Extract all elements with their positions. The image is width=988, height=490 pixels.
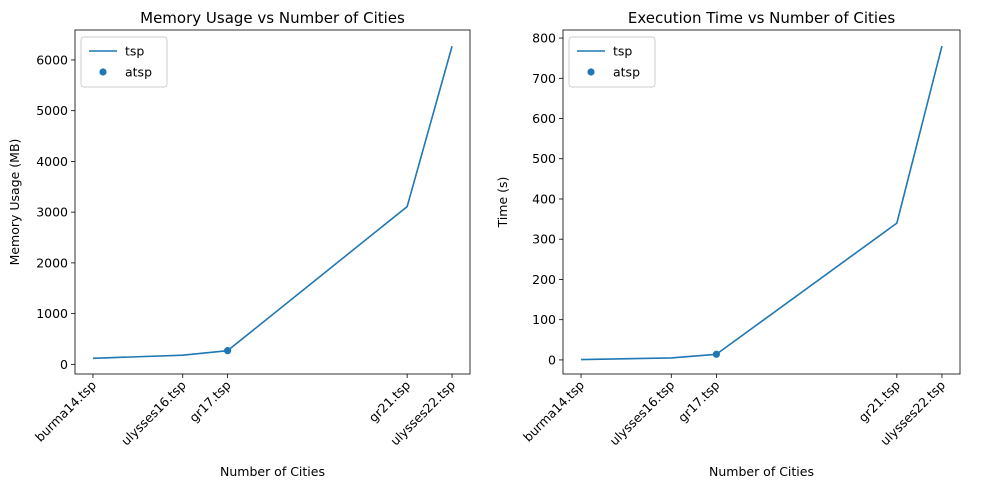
x-tick-label: ulysses16.tsp <box>118 377 189 448</box>
y-tick-label: 1000 <box>36 306 68 321</box>
chart-title: Memory Usage vs Number of Cities <box>140 9 405 27</box>
y-tick-label: 800 <box>532 31 556 46</box>
chart-1: Memory Usage vs Number of Cities 0 1000 200… <box>7 9 471 479</box>
x-tick-label: gr17.tsp <box>186 377 234 425</box>
x-tick-label: gr17.tsp <box>675 377 723 425</box>
x-tick-label: burma14.tsp <box>520 377 587 444</box>
y-tick-label: 6000 <box>36 52 68 67</box>
y-tick-label: 0 <box>60 357 68 372</box>
legend-label-atsp: atsp <box>613 65 640 80</box>
series-point-atsp <box>224 347 232 355</box>
y-tick-label: 400 <box>532 191 556 206</box>
y-tick-label: 500 <box>532 151 556 166</box>
legend-marker-atsp <box>99 68 107 76</box>
y-tick-label: 200 <box>532 272 556 287</box>
x-tick-label: burma14.tsp <box>32 377 99 444</box>
y-tick-label: 700 <box>532 71 556 86</box>
plot-frame <box>74 29 471 375</box>
y-tick-label: 3000 <box>36 205 68 220</box>
series-line-tsp <box>581 45 943 361</box>
y-tick-label: 5000 <box>36 103 68 118</box>
legend: tsp atsp <box>80 36 168 88</box>
legend: tsp atsp <box>568 36 656 88</box>
y-tick-label: 2000 <box>36 255 68 270</box>
legend-label-atsp: atsp <box>125 65 152 80</box>
legend-marker-atsp <box>587 68 595 76</box>
y-tick-label: 100 <box>532 312 556 327</box>
chart-2: Execution Time vs Number of Cities 0 100 20… <box>495 9 961 479</box>
series-line-tsp <box>92 46 453 360</box>
plot-frame <box>562 29 961 375</box>
y-tick-label: 0 <box>548 352 556 367</box>
chart-title: Execution Time vs Number of Cities <box>628 9 895 27</box>
y-tick-label: 4000 <box>36 154 68 169</box>
x-axis-title: Number of Cities <box>220 464 325 479</box>
y-axis-title: Memory Usage (MB) <box>7 139 22 266</box>
x-axis-title: Number of Cities <box>709 464 814 479</box>
legend-label-tsp: tsp <box>125 44 144 59</box>
legend-box <box>568 36 656 88</box>
legend-box <box>80 36 168 88</box>
x-tick-label: ulysses16.tsp <box>607 377 678 448</box>
y-axis-title: Time (s) <box>495 177 510 229</box>
legend-label-tsp: tsp <box>613 44 632 59</box>
y-tick-label: 300 <box>532 232 556 247</box>
y-tick-label: 600 <box>532 111 556 126</box>
series-point-atsp <box>712 350 720 358</box>
